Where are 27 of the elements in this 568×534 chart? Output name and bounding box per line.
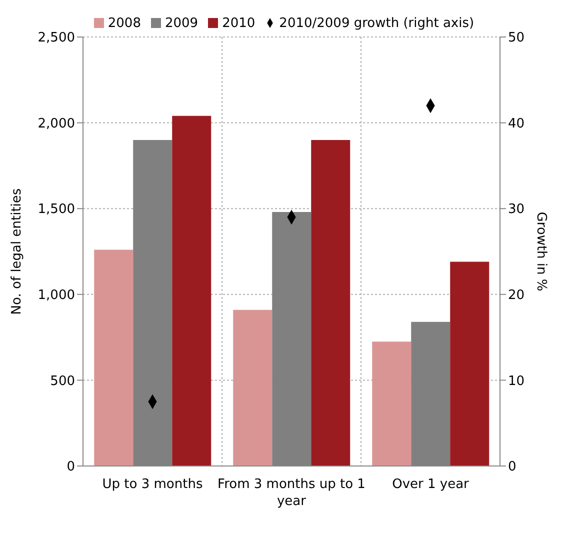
y-tick-label: 500 [50,374,75,389]
bar [311,140,350,466]
x-tick-label: Over 1 year [392,477,470,492]
y2-tick-label: 10 [508,374,525,389]
legend-label: 2009 [164,16,198,31]
y-tick-label: 2,000 [38,116,75,132]
y2-tick-label: 0 [508,460,516,475]
bar [233,310,272,466]
y2-tick-label: 40 [508,116,525,132]
y-tick-label: 1,000 [38,288,75,304]
y2-axis-title: Growth in % [533,212,548,292]
legend-label: 2010/2009 growth (right axis) [279,16,474,31]
bar [172,116,212,466]
x-tick-label: Up to 3 months [102,477,203,492]
bar [372,342,412,466]
y-tick-label: 2,500 [38,30,75,46]
x-tick-label: From 3 months up to 1 year [218,477,366,509]
bar [94,250,134,466]
legend-label: 2008 [108,16,141,31]
y-axis-title: No. of legal entities [10,188,25,315]
legend-label: 2010 [222,16,256,31]
bar [450,262,490,466]
y-tick-label: 1,500 [38,202,75,218]
y2-tick-label: 30 [508,202,525,218]
y2-tick-label: 20 [508,288,525,304]
y2-tick-label: 50 [508,30,525,46]
y-tick-label: 0 [66,460,75,475]
